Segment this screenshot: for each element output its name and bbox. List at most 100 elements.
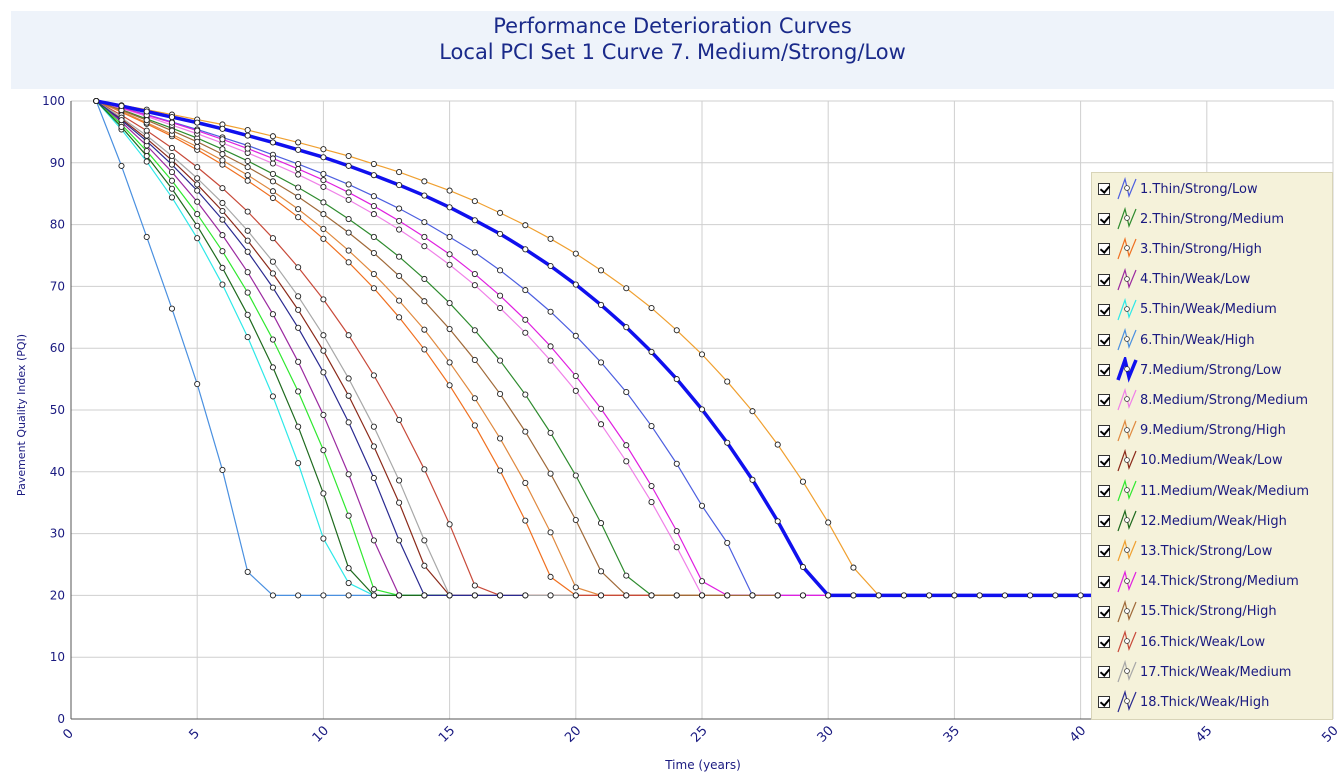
data-point: [371, 424, 376, 429]
data-point: [977, 593, 982, 598]
legend-item[interactable]: 16.Thick/Weak/Low: [1098, 627, 1265, 657]
line-marker-icon: [1116, 267, 1138, 293]
legend-checkbox[interactable]: [1098, 455, 1110, 467]
line-marker-icon: [1116, 236, 1138, 262]
legend-item[interactable]: 11.Medium/Weak/Medium: [1098, 476, 1309, 506]
data-point: [346, 513, 351, 518]
legend-item[interactable]: 13.Thick/Strong/Low: [1098, 536, 1272, 566]
data-point: [296, 207, 301, 212]
y-tick-label: 70: [50, 279, 65, 293]
data-point: [270, 195, 275, 200]
legend-checkbox[interactable]: [1098, 576, 1110, 588]
data-point: [422, 327, 427, 332]
data-point: [220, 152, 225, 157]
data-point: [447, 593, 452, 598]
legend-label: 7.Medium/Strong/Low: [1140, 363, 1282, 378]
legend-checkbox[interactable]: [1098, 394, 1110, 406]
legend-checkbox[interactable]: [1098, 334, 1110, 346]
legend-item[interactable]: 4.Thin/Weak/Low: [1098, 265, 1250, 295]
data-point: [220, 208, 225, 213]
legend-marker-sample: [1125, 457, 1130, 462]
legend-checkbox[interactable]: [1098, 243, 1110, 255]
legend-marker-sample: [1125, 488, 1130, 493]
data-point: [624, 573, 629, 578]
data-point: [674, 328, 679, 333]
legend-item[interactable]: 12.Medium/Weak/High: [1098, 506, 1287, 536]
data-point: [346, 566, 351, 571]
legend-item[interactable]: 1.Thin/Strong/Low: [1098, 174, 1258, 204]
data-point: [296, 461, 301, 466]
y-tick-label: 20: [50, 588, 65, 602]
line-marker-icon: [1116, 689, 1138, 715]
legend-checkbox[interactable]: [1098, 606, 1110, 618]
legend-item[interactable]: 3.Thin/Strong/High: [1098, 234, 1262, 264]
legend-label: 11.Medium/Weak/Medium: [1140, 484, 1309, 499]
legend-marker-sample: [1125, 397, 1130, 402]
data-point: [573, 517, 578, 522]
data-point: [371, 234, 376, 239]
legend-item[interactable]: 18.Thick/Weak/High: [1098, 687, 1269, 717]
data-point: [270, 179, 275, 184]
data-point: [321, 200, 326, 205]
legend-checkbox[interactable]: [1098, 274, 1110, 286]
data-point: [270, 189, 275, 194]
y-tick-label: 60: [50, 341, 65, 355]
data-point: [371, 444, 376, 449]
data-point: [573, 282, 578, 287]
data-point: [497, 391, 502, 396]
legend-item[interactable]: 2.Thin/Strong/Medium: [1098, 204, 1284, 234]
legend-item[interactable]: 8.Medium/Strong/Medium: [1098, 385, 1308, 415]
x-tick-label: 25: [688, 723, 710, 745]
legend-marker-sample: [1125, 699, 1130, 704]
legend-checkbox[interactable]: [1098, 213, 1110, 225]
data-point: [296, 593, 301, 598]
legend-checkbox[interactable]: [1098, 515, 1110, 527]
legend-checkbox[interactable]: [1098, 304, 1110, 316]
data-point: [296, 161, 301, 166]
data-point: [371, 203, 376, 208]
x-tick-label: 45: [1193, 723, 1215, 745]
data-point: [296, 172, 301, 177]
data-point: [270, 156, 275, 161]
line-marker-icon: [1116, 448, 1138, 474]
legend-checkbox[interactable]: [1098, 364, 1110, 376]
legend-item[interactable]: 14.Thick/Strong/Medium: [1098, 567, 1299, 597]
data-point: [800, 479, 805, 484]
legend-checkbox[interactable]: [1098, 183, 1110, 195]
data-point: [598, 520, 603, 525]
legend-item[interactable]: 7.Medium/Strong/Low: [1098, 355, 1282, 385]
legend-item[interactable]: 9.Medium/Strong/High: [1098, 416, 1286, 446]
data-point: [195, 381, 200, 386]
data-point: [296, 325, 301, 330]
data-point: [245, 238, 250, 243]
legend-checkbox[interactable]: [1098, 485, 1110, 497]
legend-item[interactable]: 17.Thick/Weak/Medium: [1098, 657, 1291, 687]
legend-item[interactable]: 10.Medium/Weak/Low: [1098, 446, 1283, 476]
data-point: [296, 265, 301, 270]
data-point: [371, 173, 376, 178]
legend-item[interactable]: 6.Thin/Weak/High: [1098, 325, 1255, 355]
x-axis-label: Time (years): [664, 758, 741, 772]
data-point: [725, 540, 730, 545]
data-point: [1078, 593, 1083, 598]
data-point: [775, 442, 780, 447]
legend-item[interactable]: 5.Thin/Weak/Medium: [1098, 295, 1277, 325]
legend-item[interactable]: 15.Thick/Strong/High: [1098, 597, 1277, 627]
data-point: [699, 407, 704, 412]
data-point: [245, 569, 250, 574]
legend-checkbox[interactable]: [1098, 696, 1110, 708]
data-point: [397, 500, 402, 505]
data-point: [144, 139, 149, 144]
data-point: [523, 392, 528, 397]
data-point: [296, 294, 301, 299]
legend-checkbox[interactable]: [1098, 425, 1110, 437]
data-point: [346, 593, 351, 598]
legend-label: 4.Thin/Weak/Low: [1140, 272, 1250, 287]
data-point: [422, 538, 427, 543]
line-marker-icon: [1116, 629, 1138, 655]
x-tick-label: 50: [1319, 723, 1337, 745]
legend-checkbox[interactable]: [1098, 636, 1110, 648]
legend-checkbox[interactable]: [1098, 666, 1110, 678]
legend-checkbox[interactable]: [1098, 545, 1110, 557]
y-axis-label: Pavement Quality Index (PQI): [15, 334, 28, 496]
